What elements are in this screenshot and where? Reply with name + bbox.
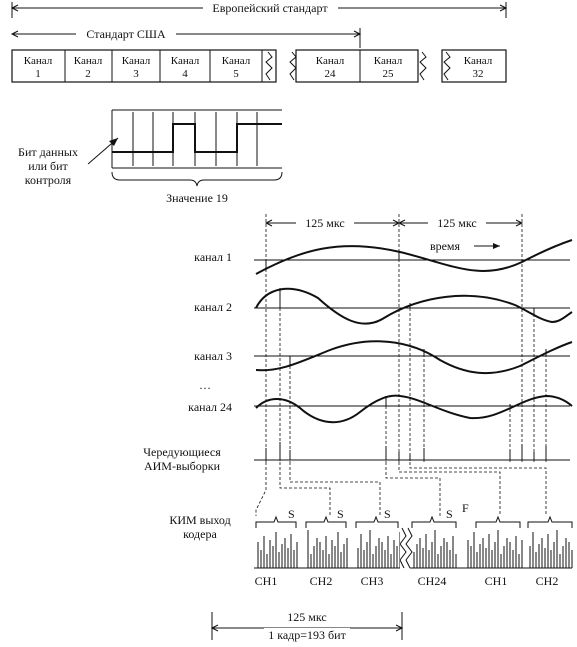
slot-label-ch1: CH1	[255, 574, 278, 588]
channel-1-label: канал 1	[194, 250, 232, 264]
channel-24-trace: канал 24	[188, 394, 573, 424]
channel-32-word: Канал	[464, 55, 493, 67]
channel-3-label: канал 3	[194, 349, 232, 363]
channel-3-trace: канал 3	[194, 340, 573, 375]
channel-ellipsis: …	[199, 378, 211, 392]
european-standard-label: Европейский стандарт	[212, 1, 328, 15]
time-label: время	[430, 239, 461, 253]
channel-2-label: канал 2	[194, 300, 232, 314]
european-standard-span: Европейский стандарт	[10, 0, 508, 18]
frame-mark: F	[462, 501, 469, 515]
pam-label-1: Чередующиеся	[143, 445, 221, 459]
channel-24-label: канал 24	[188, 400, 232, 414]
bit-value-caption: Значение 19	[166, 191, 228, 205]
pcm-output: КИМ выход кодера S S S S F CH1 CH2 CH3 C…	[169, 501, 573, 588]
channel-5-word: Канал	[222, 55, 251, 67]
channel-25-word: Канал	[374, 55, 403, 67]
channel-24-word: Канал	[316, 55, 345, 67]
bit-pointer-label-3: контроля	[25, 173, 72, 187]
sync-mark-3: S	[384, 507, 391, 521]
frame-duration-label: 125 мкс	[287, 610, 326, 624]
frame-bits-label: 1 кадр=193 бит	[268, 628, 346, 642]
sync-mark-1: S	[288, 507, 295, 521]
channel-4-num: 4	[182, 68, 188, 80]
slot-label-ch2-next: CH2	[536, 574, 559, 588]
sync-mark-2: S	[337, 507, 344, 521]
slot-label-ch24: CH24	[418, 574, 447, 588]
bit-detail: Значение 19 Бит данных или бит контроля	[18, 109, 283, 205]
slot-label-ch3: CH3	[361, 574, 384, 588]
pcm-bit-stream	[257, 530, 573, 568]
channel-2-word: Канал	[74, 55, 103, 67]
channel-2-num: 2	[85, 68, 91, 80]
bit-pointer-label-1: Бит данных	[18, 145, 78, 159]
bit-pointer-label-2: или бит	[28, 159, 68, 173]
usa-standard-span: Стандарт США	[10, 26, 362, 48]
bit-pattern-waveform	[112, 123, 282, 153]
pam-to-pcm-routing	[255, 462, 547, 516]
sync-mark-4: S	[446, 507, 453, 521]
channel-4-word: Канал	[171, 55, 200, 67]
channel-5-num: 5	[233, 68, 239, 80]
channel-frame-row: Канал 1 Канал 2 Канал 3 Канал 4 Канал 5 …	[11, 48, 507, 84]
pcm-label-1: КИМ выход	[169, 513, 230, 527]
channel-32-num: 32	[473, 68, 484, 80]
frame-duration: 125 мкс 1 кадр=193 бит	[210, 610, 404, 642]
slot-label-ch1-next: CH1	[485, 574, 508, 588]
pam-label-2: АИМ-выборки	[144, 459, 221, 473]
channel-25-num: 25	[383, 68, 395, 80]
usa-standard-label: Стандарт США	[86, 27, 166, 41]
channel-24-num: 24	[325, 68, 337, 80]
sampling-lines	[279, 288, 547, 462]
period-1-label: 125 мкс	[305, 216, 344, 230]
channel-1-trace: канал 1	[194, 239, 573, 275]
channel-2-trace: канал 2	[194, 288, 573, 325]
channel-1-num: 1	[35, 68, 41, 80]
channel-3-word: Канал	[122, 55, 151, 67]
pam-samples: Чередующиеся АИМ-выборки	[143, 442, 570, 473]
pcm-label-2: кодера	[183, 527, 217, 541]
slot-label-ch2: CH2	[310, 574, 333, 588]
period-2-label: 125 мкс	[437, 216, 476, 230]
channel-3-num: 3	[133, 68, 139, 80]
bit-brace	[111, 171, 283, 187]
channel-1-word: Канал	[24, 55, 53, 67]
